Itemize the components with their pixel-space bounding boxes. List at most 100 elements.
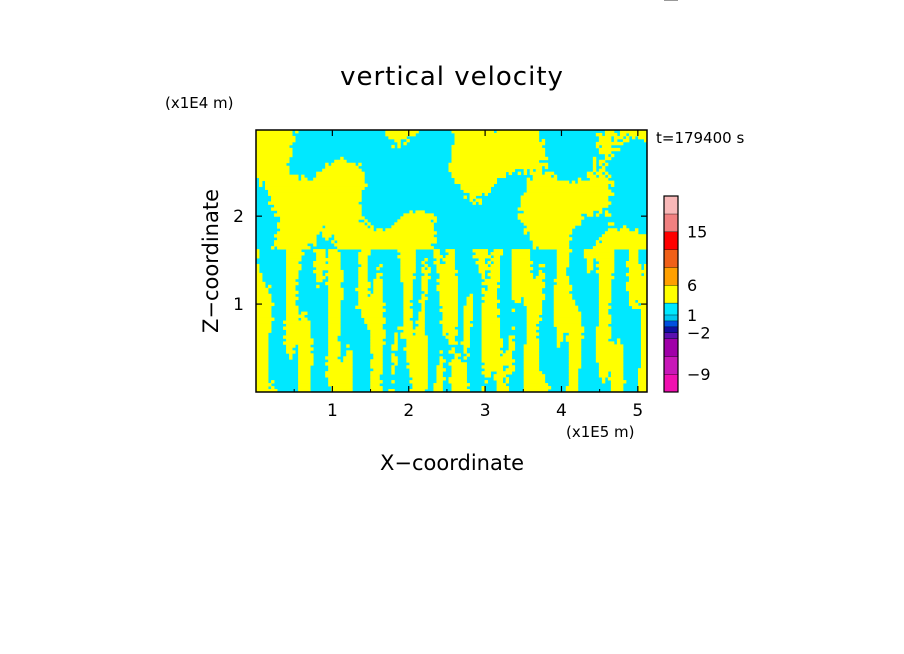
field-cell	[358, 162, 362, 167]
field-cell	[598, 287, 612, 292]
field-cell	[640, 365, 647, 369]
field-cell	[583, 252, 615, 256]
field-cell	[325, 362, 353, 366]
field-cell	[640, 359, 647, 363]
field-cell	[298, 362, 314, 366]
field-cell	[568, 362, 582, 366]
field-cell	[484, 293, 498, 298]
field-cell	[268, 192, 362, 196]
field-cell	[532, 177, 558, 182]
field-cell	[265, 186, 365, 190]
field-cell	[391, 144, 395, 149]
field-cell	[256, 326, 272, 330]
field-cell	[256, 174, 299, 179]
field-cell	[433, 386, 443, 390]
chart-title: vertical velocity	[340, 62, 564, 92]
field-cell	[286, 302, 296, 307]
colorbar-tick-label: −2	[687, 324, 711, 343]
field-cell	[490, 258, 501, 262]
field-cell	[619, 132, 627, 137]
field-cell	[295, 130, 299, 134]
field-cell	[481, 281, 498, 286]
field-cell	[622, 225, 627, 229]
field-cell	[556, 338, 564, 342]
field-cell	[568, 347, 582, 351]
field-cell	[526, 225, 576, 229]
field-cell	[286, 290, 299, 295]
field-cell	[526, 317, 543, 321]
field-cell	[448, 350, 455, 354]
field-cell	[271, 207, 362, 211]
field-cell	[391, 359, 398, 363]
field-cell	[388, 389, 395, 392]
field-cell	[523, 168, 528, 173]
field-cell	[358, 266, 368, 271]
field-cell	[331, 389, 353, 392]
field-cell	[451, 365, 467, 369]
field-cell	[403, 317, 410, 321]
field-cell	[481, 308, 501, 313]
field-cell	[511, 258, 531, 262]
field-cell	[376, 228, 383, 232]
field-cell	[526, 314, 540, 318]
field-cell	[592, 159, 597, 164]
field-cell	[403, 281, 413, 286]
field-cell	[526, 183, 609, 187]
field-cell	[553, 308, 579, 313]
field-cell	[277, 237, 317, 241]
field-cell	[454, 132, 540, 137]
field-cell	[298, 353, 314, 357]
field-cell	[445, 249, 455, 253]
field-cell	[277, 231, 320, 235]
field-cell	[508, 171, 513, 176]
field-cell	[301, 317, 308, 321]
field-cell	[328, 326, 341, 330]
field-cell	[625, 281, 647, 286]
field-cell	[508, 341, 516, 345]
colorbar-swatch	[664, 320, 678, 327]
field-cell	[637, 299, 647, 304]
y-tick-label: 2	[233, 207, 244, 227]
colorbar-tick-label: 6	[687, 276, 697, 295]
field-cell	[493, 374, 507, 378]
field-cell	[595, 344, 624, 348]
field-cell	[421, 278, 428, 283]
field-cell	[595, 356, 624, 360]
field-cell	[472, 201, 476, 205]
field-cell	[463, 305, 473, 310]
field-cell	[520, 201, 612, 205]
field-cell	[256, 141, 293, 146]
field-cell	[544, 165, 549, 170]
field-cell	[256, 252, 260, 256]
field-cell	[517, 171, 522, 176]
field-cell	[556, 341, 561, 345]
field-cell	[610, 374, 624, 378]
field-cell	[256, 147, 293, 152]
field-cell	[628, 275, 647, 280]
field-cell	[406, 356, 428, 360]
field-cell	[412, 386, 428, 390]
field-cell	[436, 284, 458, 289]
field-cell	[256, 353, 269, 357]
field-cell	[400, 252, 416, 256]
field-cell	[595, 213, 600, 217]
field-cell	[490, 263, 501, 268]
field-cell	[358, 275, 368, 280]
x-tick-label: 2	[403, 401, 414, 421]
field-cell	[598, 159, 606, 164]
field-cell	[529, 168, 534, 173]
field-cell	[286, 338, 314, 342]
field-cell	[433, 261, 440, 265]
field-cell	[256, 350, 269, 354]
field-cell	[286, 344, 296, 348]
field-cell	[496, 371, 513, 375]
field-cell	[403, 311, 413, 315]
field-cell	[511, 269, 531, 274]
field-cell	[256, 323, 272, 327]
field-cell	[601, 165, 606, 170]
field-cell	[553, 296, 573, 301]
field-cell	[256, 377, 269, 381]
field-cell	[526, 320, 540, 324]
field-cell	[448, 165, 543, 170]
field-cell	[370, 225, 374, 229]
